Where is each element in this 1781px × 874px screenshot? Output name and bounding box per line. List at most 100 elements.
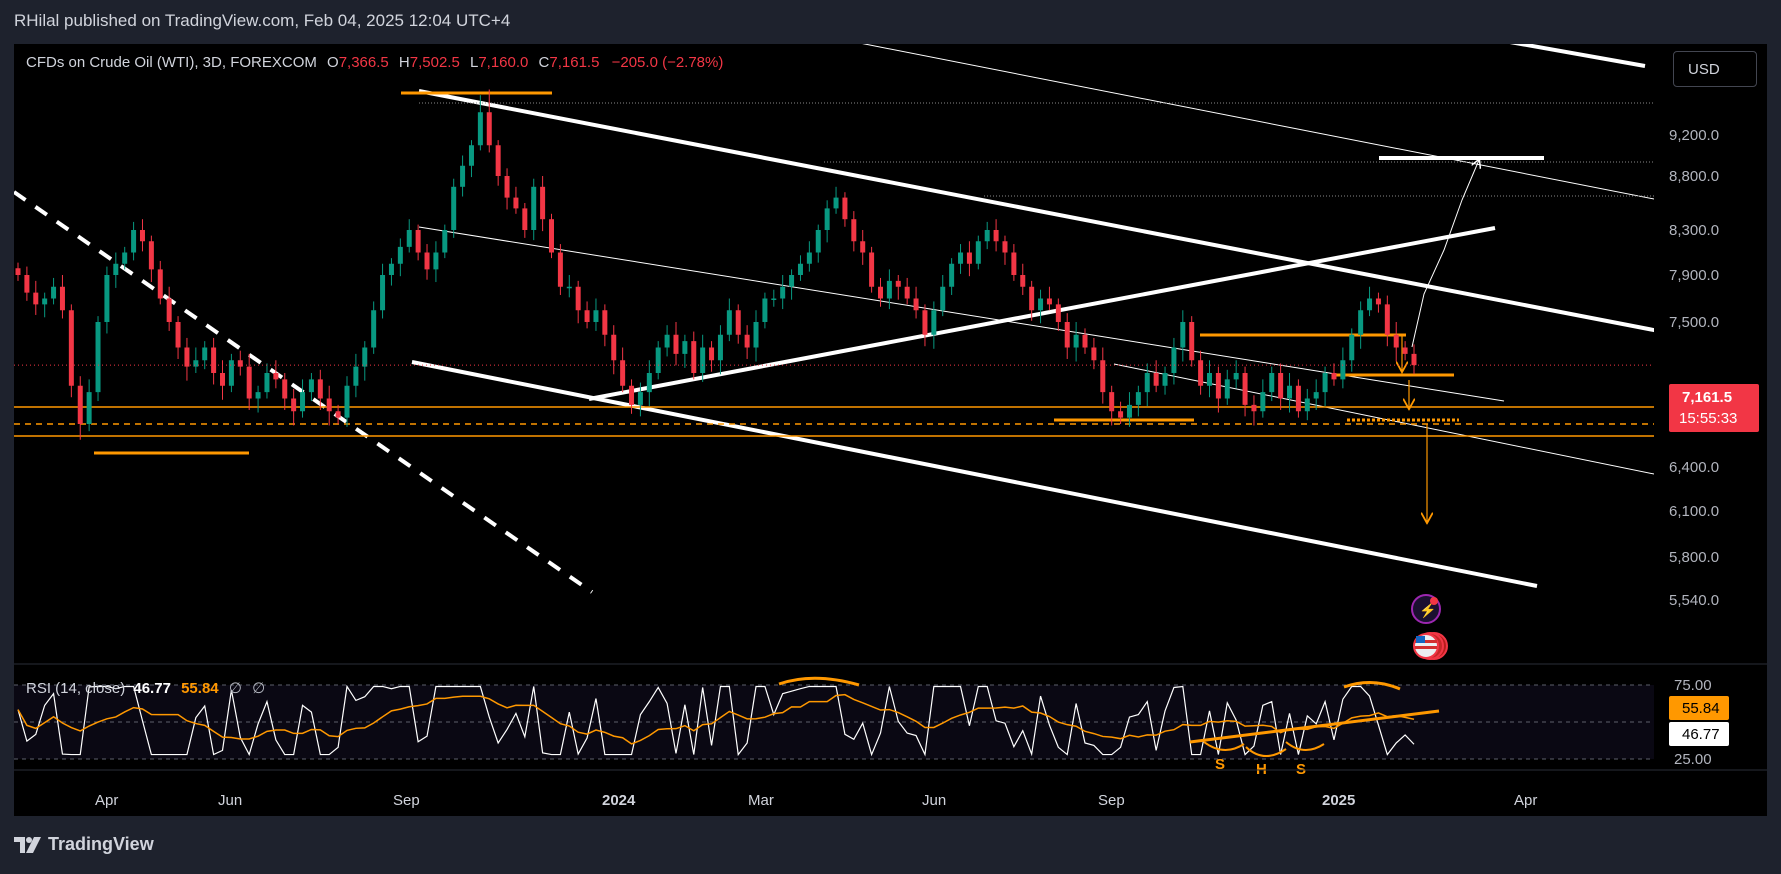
candle-body bbox=[851, 219, 857, 242]
candle-body bbox=[673, 334, 679, 354]
y-tick-label: 7,900.0 bbox=[1669, 267, 1719, 284]
candle-body bbox=[335, 411, 341, 418]
event-dot bbox=[1430, 597, 1438, 605]
candle-body bbox=[1393, 334, 1399, 348]
candle-body bbox=[1340, 360, 1346, 380]
candle-body bbox=[584, 310, 590, 322]
candle-body bbox=[1384, 304, 1390, 335]
y-tick-label: 9,200.0 bbox=[1669, 127, 1719, 144]
candle-body bbox=[24, 275, 30, 293]
candle-body bbox=[317, 379, 323, 399]
candle-body bbox=[1215, 373, 1221, 399]
candle-body bbox=[131, 230, 137, 253]
close-value: 7,161.5 bbox=[549, 54, 600, 71]
candle-body bbox=[549, 219, 555, 253]
price-chart[interactable]: ⚡9,200.08,800.08,300.07,900.07,500.06,70… bbox=[14, 44, 1767, 816]
candle-body bbox=[1029, 286, 1035, 311]
rsi-label: RSI (14, close) bbox=[26, 680, 126, 697]
pattern-label-s-left: S bbox=[1215, 756, 1225, 773]
candle-body bbox=[1055, 304, 1061, 322]
open-value: 7,366.5 bbox=[338, 54, 389, 71]
candle-body bbox=[1278, 373, 1284, 399]
rsi-trough-arc-1 bbox=[1203, 741, 1245, 751]
flag-stripe bbox=[1415, 646, 1437, 649]
rsi-ma-badge-label: 55.84 bbox=[1682, 700, 1720, 717]
candle-body bbox=[362, 347, 368, 367]
candle-body bbox=[824, 208, 830, 230]
rsi-value: 46.77 bbox=[133, 680, 171, 697]
candle-body bbox=[531, 186, 537, 230]
candle-body bbox=[220, 373, 226, 386]
candle-body bbox=[1073, 334, 1079, 348]
candle-body bbox=[949, 263, 955, 287]
upside-projection-arrow bbox=[1411, 160, 1479, 348]
channel-lower-line bbox=[411, 360, 1538, 588]
chart-area[interactable]: ⚡9,200.08,800.08,300.07,900.07,500.06,70… bbox=[14, 44, 1767, 816]
candle-body bbox=[460, 165, 466, 187]
candle-body bbox=[629, 385, 635, 405]
candle-body bbox=[913, 298, 919, 311]
candle-body bbox=[1153, 373, 1159, 386]
candle-body bbox=[744, 334, 750, 348]
rsi-tick-75: 75.00 bbox=[1674, 677, 1712, 694]
candle-body bbox=[877, 286, 883, 299]
tradingview-brand[interactable]: TradingView bbox=[14, 834, 154, 855]
rsi-empty-1: ∅ bbox=[228, 680, 242, 697]
candle-body bbox=[1198, 360, 1204, 386]
x-tick-label: Apr bbox=[95, 792, 118, 809]
channel-median-line bbox=[418, 226, 1505, 402]
candle-body bbox=[433, 252, 439, 270]
open-label: O bbox=[327, 54, 339, 71]
candle-body bbox=[486, 112, 492, 146]
y-tick-label: 6,100.0 bbox=[1669, 503, 1719, 520]
candle-body bbox=[1375, 298, 1381, 305]
candle-body bbox=[1162, 373, 1168, 386]
candle-body bbox=[291, 398, 297, 412]
candle-body bbox=[451, 186, 457, 230]
rsi-trendline bbox=[1189, 709, 1440, 744]
candle-body bbox=[1171, 347, 1177, 373]
candle-body bbox=[42, 298, 48, 305]
y-tick-label: 7,500.0 bbox=[1669, 314, 1719, 331]
candle-body bbox=[1224, 379, 1230, 399]
rsi-peak-arc-1 bbox=[778, 676, 860, 687]
candle-body bbox=[637, 392, 643, 405]
candle-body bbox=[1402, 347, 1408, 354]
candle-body bbox=[1349, 334, 1355, 361]
currency-button[interactable]: USD bbox=[1673, 51, 1757, 87]
candles-group bbox=[15, 89, 1417, 440]
candle-body bbox=[59, 286, 65, 311]
candle-body bbox=[104, 275, 110, 322]
rsi-legend: RSI (14, close) 46.77 55.84 ∅ ∅ bbox=[26, 679, 265, 697]
candle-body bbox=[815, 230, 821, 253]
candle-body bbox=[1180, 322, 1186, 348]
candle-body bbox=[566, 286, 572, 289]
candle-body bbox=[895, 280, 901, 287]
candle-body bbox=[33, 292, 39, 305]
candle-body bbox=[211, 347, 217, 373]
high-value: 7,502.5 bbox=[409, 54, 460, 71]
candle-body bbox=[664, 334, 670, 348]
candle-body bbox=[993, 230, 999, 242]
candle-body bbox=[139, 230, 145, 242]
candle-body bbox=[975, 241, 981, 264]
candle-body bbox=[388, 263, 394, 275]
y-tick-label: 8,800.0 bbox=[1669, 168, 1719, 185]
candle-body bbox=[1118, 411, 1124, 418]
candle-body bbox=[922, 310, 928, 335]
candle-body bbox=[806, 252, 812, 264]
x-tick-label: 2024 bbox=[602, 792, 636, 809]
candle-body bbox=[442, 230, 448, 253]
candle-body bbox=[148, 241, 154, 270]
candle-body bbox=[468, 145, 474, 166]
candle-body bbox=[1367, 298, 1373, 311]
candle-body bbox=[1411, 353, 1417, 366]
upper-channel-segment bbox=[1509, 44, 1646, 68]
low-label: L bbox=[469, 54, 479, 71]
candle-body bbox=[833, 197, 839, 209]
candle-body bbox=[264, 373, 270, 393]
candle-body bbox=[522, 208, 528, 230]
candle-body bbox=[1189, 322, 1195, 361]
candle-body bbox=[726, 310, 732, 335]
